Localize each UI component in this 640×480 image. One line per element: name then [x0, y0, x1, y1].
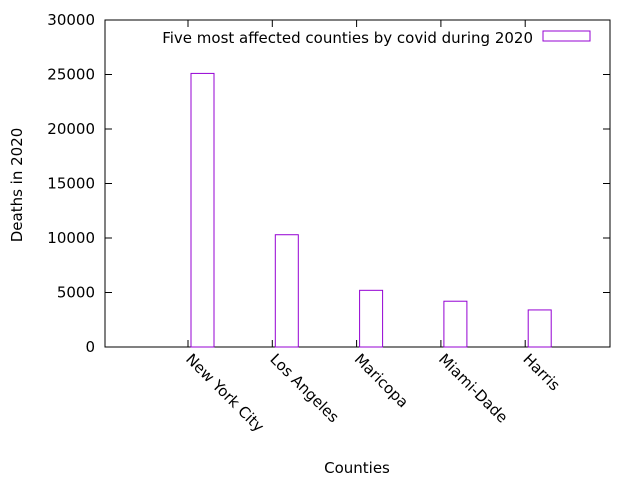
y-axis-title: Deaths in 2020 — [8, 128, 26, 243]
plot-frame — [104, 19, 611, 348]
x-tick-label: Los Angeles — [266, 350, 342, 426]
x-tick-label: New York City — [182, 350, 268, 436]
y-tick-label: 10000 — [47, 229, 95, 247]
legend-label: Five most affected counties by covid dur… — [162, 29, 533, 47]
bar — [190, 72, 215, 348]
x-tick-label: Harris — [519, 350, 563, 394]
y-tick-label: 30000 — [47, 11, 95, 29]
y-axis: 0 5000 10000 15000 20000 25000 30000 — [47, 11, 610, 356]
y-tick-label: 5000 — [57, 284, 95, 302]
bar-series — [190, 72, 552, 348]
bar — [443, 300, 468, 348]
y-tick-label: 25000 — [47, 66, 95, 84]
x-tick-label: Maricopa — [351, 350, 412, 411]
bar — [527, 309, 552, 348]
y-tick-label: 15000 — [47, 175, 95, 193]
legend: Five most affected counties by covid dur… — [162, 29, 591, 47]
bar — [274, 234, 299, 348]
legend-swatch — [542, 30, 591, 42]
x-axis-title: Counties — [324, 459, 390, 477]
y-tick-label: 0 — [85, 338, 95, 356]
y-tick-label: 20000 — [47, 120, 95, 138]
bar — [359, 289, 384, 348]
x-tick-label: Miami-Dade — [435, 350, 511, 426]
